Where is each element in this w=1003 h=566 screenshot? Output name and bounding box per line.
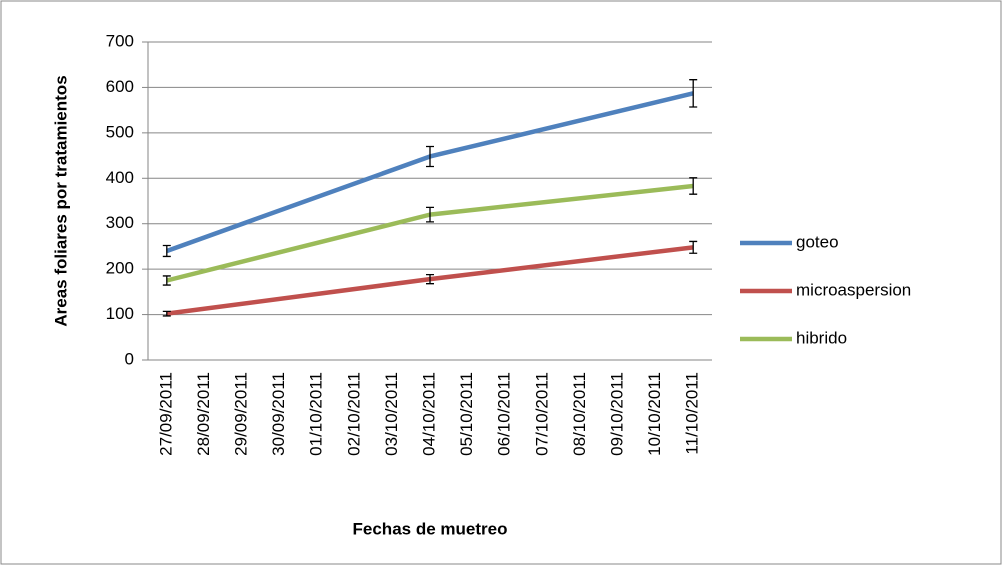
error-bar: [426, 145, 434, 168]
legend-label: microaspersion: [796, 280, 911, 299]
legend-label: goteo: [796, 232, 839, 251]
y-tick-label: 500: [106, 122, 134, 141]
x-tick-label: 11/10/2011: [683, 372, 702, 455]
x-tick-label: 08/10/2011: [570, 372, 589, 456]
legend-label: hibrido: [796, 328, 847, 347]
x-tick-label: 29/09/2011: [231, 372, 250, 456]
x-tick-label: 27/09/2011: [156, 372, 175, 456]
y-tick-label: 400: [106, 168, 134, 187]
x-tick-label: 06/10/2011: [495, 372, 514, 456]
error-bar: [426, 273, 434, 285]
error-bar: [162, 310, 171, 317]
x-tick-label: 28/09/2011: [194, 372, 213, 456]
y-tick-label: 0: [125, 349, 134, 368]
x-tick-label: 30/09/2011: [269, 372, 288, 456]
x-tick-label: 04/10/2011: [419, 372, 438, 456]
error-bar: [426, 206, 434, 223]
error-bar: [689, 79, 698, 108]
y-tick-label: 100: [106, 304, 134, 323]
x-tick-label: 02/10/2011: [344, 372, 363, 456]
x-axis-title: Fechas de muetreo: [353, 519, 508, 538]
y-tick-label: 200: [106, 259, 134, 278]
x-tick-label: 07/10/2011: [532, 372, 551, 456]
y-axis-title: Areas foliares por tratamientos: [51, 75, 70, 326]
error-bar: [162, 244, 171, 258]
x-tick-label: 05/10/2011: [457, 372, 476, 456]
x-tick-label: 03/10/2011: [382, 372, 401, 456]
x-tick-label: 01/10/2011: [307, 372, 326, 456]
error-bar: [689, 177, 698, 195]
y-tick-label: 300: [106, 213, 134, 232]
x-tick-label: 09/10/2011: [607, 372, 626, 456]
y-tick-label: 600: [106, 77, 134, 96]
error-bar: [689, 240, 698, 254]
error-bar: [162, 275, 171, 286]
x-tick-label: 10/10/2011: [645, 372, 664, 456]
y-tick-label: 700: [106, 31, 134, 50]
